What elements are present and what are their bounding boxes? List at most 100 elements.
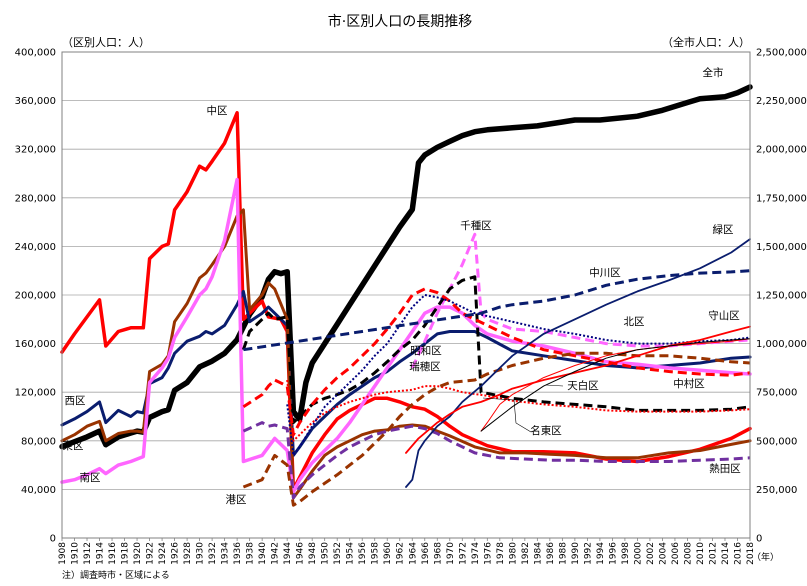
series-line xyxy=(480,338,751,432)
x-tick-label: 1962 xyxy=(396,542,406,565)
series-line xyxy=(242,351,751,507)
x-tick-label: 1940 xyxy=(258,542,268,565)
x-tick-label: 1926 xyxy=(171,542,181,565)
x-tick-label: 1986 xyxy=(546,542,556,565)
x-tick-label: 1912 xyxy=(83,542,93,565)
x-tick-label: 1938 xyxy=(246,542,256,565)
x-tick-label: 2006 xyxy=(671,542,681,565)
series-line xyxy=(480,338,751,432)
left-tick-label: 400,000 xyxy=(15,48,56,59)
left-tick-label: 200,000 xyxy=(15,291,56,302)
left-tick-label: 360,000 xyxy=(15,96,56,107)
x-tick-label: 2012 xyxy=(708,542,718,565)
left-axis-label: （区別人口：人） xyxy=(62,36,150,49)
left-tick-label: 80,000 xyxy=(21,436,56,447)
x-tick-label: 2004 xyxy=(658,542,668,565)
chart-title: 市·区別人口の長期推移 xyxy=(328,13,472,30)
series-line xyxy=(242,287,751,437)
right-tick-label: 1,750,000 xyxy=(756,193,807,204)
series-label: 守山区 xyxy=(708,309,740,322)
x-tick-label: 1994 xyxy=(596,542,606,565)
series-line xyxy=(242,421,751,500)
x-tick-label: 1944 xyxy=(283,542,293,565)
right-tick-label: 2,250,000 xyxy=(756,96,807,107)
x-tick-label: 1964 xyxy=(408,542,418,565)
x-tick-label: 1922 xyxy=(146,542,156,565)
x-tick-label: 1974 xyxy=(471,542,481,565)
left-tick-label: 280,000 xyxy=(15,193,56,204)
right-tick-label: 1,500,000 xyxy=(756,242,807,253)
x-tick-label: 2008 xyxy=(683,542,693,565)
x-tick-label: 1950 xyxy=(321,542,331,565)
series-label: 緑区 xyxy=(713,223,734,236)
series-line xyxy=(243,269,751,352)
x-tick-label: 1942 xyxy=(271,542,281,565)
x-tick-label: 1968 xyxy=(433,542,443,565)
x-tick-label: 1928 xyxy=(183,542,193,565)
x-tick-label: 1996 xyxy=(608,542,618,565)
left-tick-label: 320,000 xyxy=(15,145,56,156)
left-tick-label: 240,000 xyxy=(15,242,56,253)
x-tick-label: 1924 xyxy=(158,542,168,565)
series-line xyxy=(405,238,751,488)
x-tick-label: 1978 xyxy=(496,542,506,565)
left-tick-label: 40,000 xyxy=(21,485,56,496)
right-tick-label: 750,000 xyxy=(756,388,797,399)
x-tick-label: 2002 xyxy=(646,542,656,565)
series-line xyxy=(286,294,751,457)
series-label: 瑞穂区 xyxy=(409,360,441,373)
left-axis-ticks: 0 40,000 80,000 120,000 160,000 200,000 240,00… xyxy=(15,48,56,545)
series-label: 昭和区 xyxy=(410,345,442,357)
series-line xyxy=(241,275,751,425)
x-tick-label: 1980 xyxy=(508,542,518,565)
series-line xyxy=(59,84,753,450)
x-tick-label: 2010 xyxy=(696,542,706,565)
series-label: 東区 xyxy=(63,439,84,452)
right-tick-label: 2,000,000 xyxy=(756,145,807,156)
x-tick-label: 1948 xyxy=(308,542,318,565)
series-label: 熱田区 xyxy=(709,462,741,475)
x-tick-label: 1930 xyxy=(196,542,206,565)
series-label: 中川区 xyxy=(589,266,621,279)
x-tick-label: 2000 xyxy=(633,542,643,565)
right-axis-ticks: 0 250,000 500,000 750,000 1,000,000 1,250,000… xyxy=(756,48,807,545)
label-leader-line xyxy=(482,397,532,433)
right-tick-label: 0 xyxy=(756,534,762,545)
x-axis-unit: （年） xyxy=(752,551,779,563)
series-label: 全市 xyxy=(703,66,724,79)
x-tick-label: 2016 xyxy=(733,542,743,565)
left-tick-label: 160,000 xyxy=(15,339,56,350)
x-tick-label: 1988 xyxy=(558,542,568,565)
x-tick-label: 1936 xyxy=(233,542,243,565)
right-axis-label: （全市人口：人） xyxy=(662,35,750,49)
series-label: 南区 xyxy=(80,471,101,484)
label-leader-line xyxy=(545,384,564,387)
x-tick-label: 1966 xyxy=(421,542,431,565)
x-tick-label: 1908 xyxy=(58,542,68,565)
x-tick-label: 1920 xyxy=(133,542,143,565)
left-tick-label: 0 xyxy=(50,534,56,545)
x-tick-label: 2014 xyxy=(721,542,731,565)
x-tick-label: 1954 xyxy=(346,542,356,565)
x-axis-ticks: 1908 1910 1912 1914 1916 1918 1920 1922 1924 1926… xyxy=(58,538,756,565)
right-tick-label: 1,250,000 xyxy=(756,291,807,302)
x-tick-label: 1992 xyxy=(583,542,593,565)
x-tick-label: 1984 xyxy=(533,542,543,565)
right-tick-label: 500,000 xyxy=(756,436,797,447)
right-tick-label: 2,500,000 xyxy=(756,48,807,59)
right-tick-label: 1,000,000 xyxy=(756,339,807,350)
x-tick-label: 1982 xyxy=(521,542,531,565)
x-tick-label: 1916 xyxy=(108,542,118,565)
series-label: 中村区 xyxy=(673,377,705,390)
series-label: 北区 xyxy=(624,316,645,328)
right-tick-label: 250,000 xyxy=(756,485,797,496)
x-tick-label: 1958 xyxy=(371,542,381,565)
x-tick-label: 1998 xyxy=(621,542,631,565)
x-tick-label: 1970 xyxy=(446,542,456,565)
series-label: 西区 xyxy=(65,395,86,407)
series-line xyxy=(60,177,752,494)
x-tick-label: 1990 xyxy=(571,542,581,565)
